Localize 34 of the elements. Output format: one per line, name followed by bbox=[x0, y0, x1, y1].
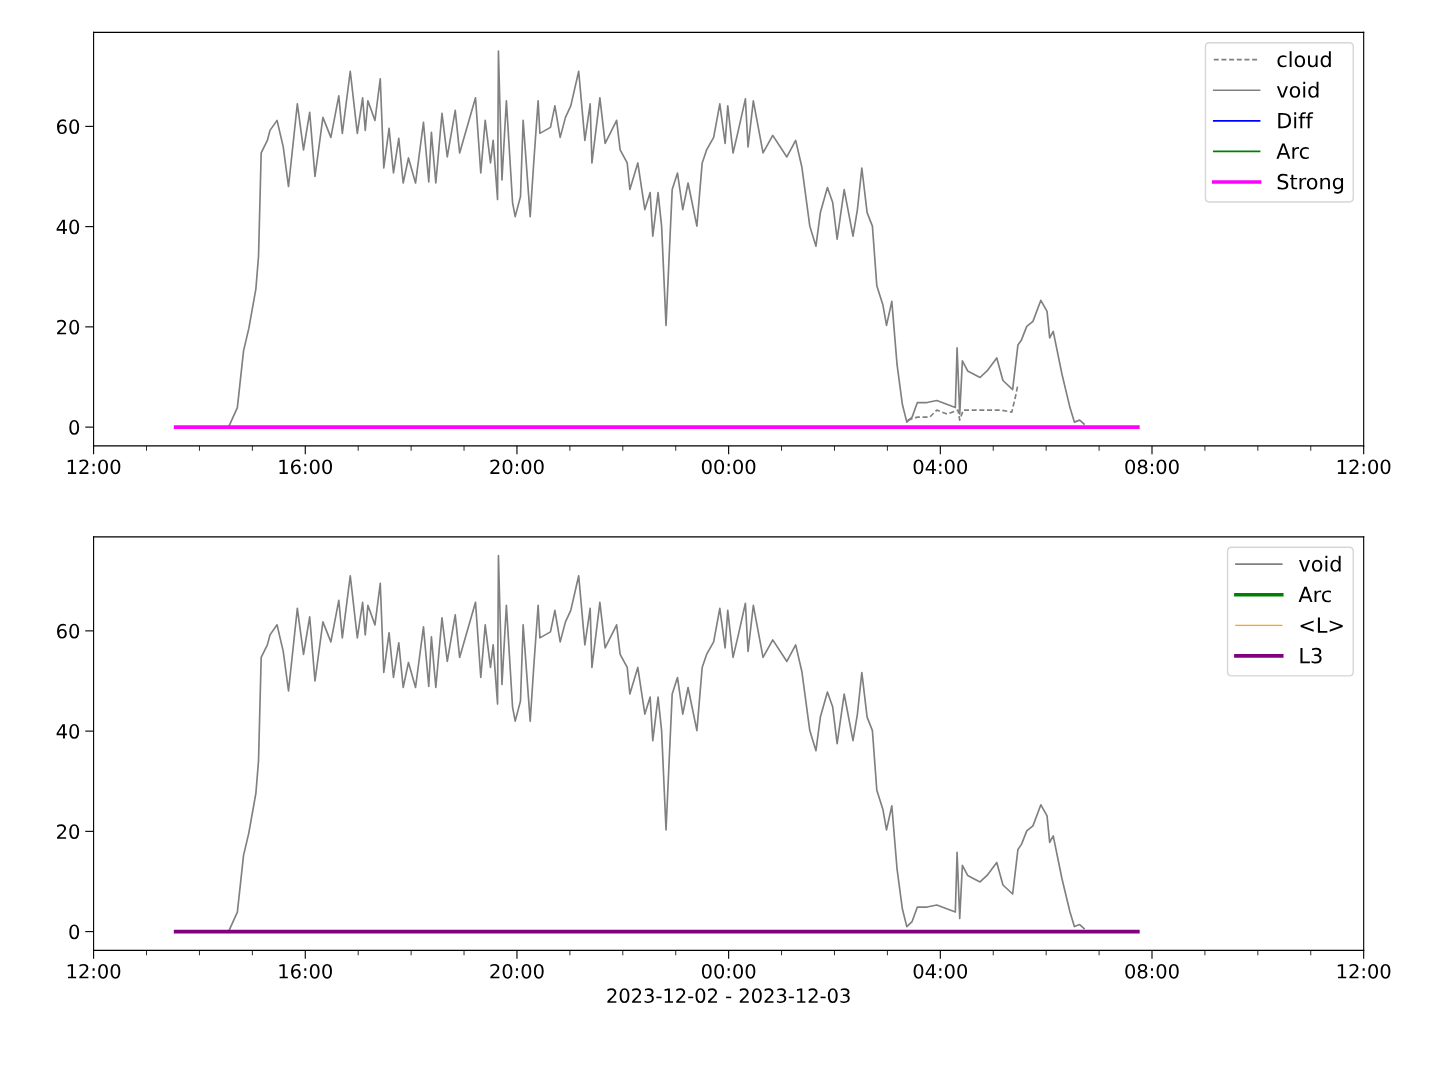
legend-label: cloud bbox=[1277, 51, 1331, 68]
y-tick-label: 0 bbox=[69, 420, 80, 435]
y-tick-label: 20 bbox=[57, 824, 80, 840]
x-tick-label: 12:00 bbox=[1337, 459, 1391, 475]
legend-label: Diff bbox=[1278, 112, 1314, 129]
legend-label: Strong bbox=[1277, 173, 1344, 194]
y-tick-label: 60 bbox=[57, 119, 80, 135]
x-tick-label: 16:00 bbox=[279, 963, 333, 979]
line-series bbox=[227, 554, 1085, 933]
legend-label: Arc bbox=[1276, 143, 1309, 160]
x-tick-label: 16:00 bbox=[279, 459, 333, 475]
x-tick-label: 20:00 bbox=[490, 963, 544, 979]
y-tick-label: 60 bbox=[57, 623, 80, 639]
x-tick-label: 12:00 bbox=[67, 963, 121, 979]
x-tick-label: 00:00 bbox=[701, 963, 756, 979]
x-tick-label: 08:00 bbox=[1125, 963, 1179, 979]
y-tick-label: 40 bbox=[56, 724, 80, 739]
x-tick-label: 12:00 bbox=[1337, 963, 1391, 979]
y-tick-label: 0 bbox=[69, 924, 80, 940]
legend-label: void bbox=[1299, 555, 1341, 572]
y-tick-label: 20 bbox=[57, 319, 80, 335]
legend-label: void bbox=[1276, 81, 1319, 98]
legend-label: L3 bbox=[1300, 647, 1322, 664]
legend-label: <L> bbox=[1300, 617, 1343, 633]
y-tick-label: 40 bbox=[56, 219, 80, 235]
x-tick-label: 00:00 bbox=[701, 459, 756, 475]
legend-label: Arc bbox=[1298, 586, 1331, 603]
line-series bbox=[227, 50, 1085, 428]
x-tick-label: 08:00 bbox=[1125, 459, 1179, 475]
x-tick-label: 12:00 bbox=[67, 459, 121, 475]
x-axis-title: 2023-12-02 - 2023-12-03 bbox=[607, 988, 850, 1004]
x-tick-label: 20:00 bbox=[490, 459, 544, 475]
x-tick-label: 04:00 bbox=[913, 459, 968, 475]
x-tick-label: 04:00 bbox=[913, 963, 968, 979]
